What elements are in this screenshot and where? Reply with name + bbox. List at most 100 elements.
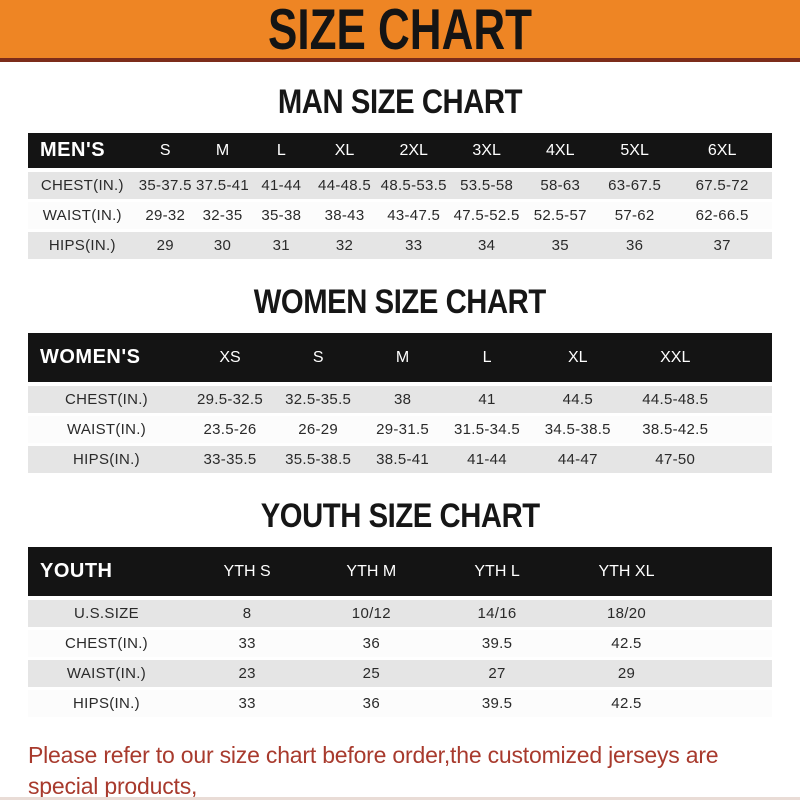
spacer-cell <box>725 384 772 416</box>
table-header-row: WOMEN'S XS S M L XL XXL <box>28 333 772 386</box>
size-value-cell: 32.5-35.5 <box>275 384 362 416</box>
size-value-cell: 27 <box>433 658 561 690</box>
charts-area: MAN SIZE CHART MEN'S S M L XL 2XL 3XL 4XL 5XL 6XL… <box>0 84 800 720</box>
size-value-cell: 36 <box>309 628 434 660</box>
size-column-header: 3XL <box>449 133 524 172</box>
spacer-cell <box>692 628 772 660</box>
size-value-cell: 47.5-52.5 <box>449 200 524 232</box>
size-column-header: YTH XL <box>560 547 693 600</box>
youth-section-heading-text: YOUTH SIZE CHART <box>260 497 540 535</box>
size-value-cell: 30 <box>193 230 252 262</box>
size-value-cell: 58-63 <box>523 170 598 202</box>
size-value-cell: 33-35.5 <box>184 444 275 476</box>
size-value-cell: 33 <box>377 230 450 262</box>
size-column-header: L <box>251 133 312 172</box>
size-column-header: L <box>443 333 531 386</box>
section-women: WOMEN SIZE CHART WOMEN'S XS S M L XL XXL CHEST(… <box>28 284 772 476</box>
size-value-cell: 47-50 <box>625 444 726 476</box>
youth-size-table: YOUTH YTH S YTH M YTH L YTH XL U.S.SIZE 8 10/12… <box>28 547 772 720</box>
table-row: U.S.SIZE 8 10/12 14/16 18/20 <box>28 598 772 630</box>
spacer-cell <box>725 414 772 446</box>
size-column-header: XS <box>184 333 275 386</box>
spacer-cell <box>725 333 772 386</box>
footer-note-line1: Please refer to our size chart before or… <box>28 742 719 800</box>
bottom-edge-divider <box>0 797 800 800</box>
table-row: WAIST(IN.) 23 25 27 29 <box>28 658 772 690</box>
table-row: WAIST(IN.) 23.5-26 26-29 29-31.5 31.5-34.5 34… <box>28 414 772 446</box>
measurement-label-cell: CHEST(IN.) <box>28 384 185 416</box>
size-column-header: 5XL <box>597 133 673 172</box>
spacer-cell <box>725 444 772 476</box>
size-value-cell: 39.5 <box>433 688 561 720</box>
size-value-cell: 29 <box>560 658 693 690</box>
size-value-cell: 53.5-58 <box>449 170 524 202</box>
size-value-cell: 39.5 <box>433 628 561 660</box>
size-value-cell: 34 <box>449 230 524 262</box>
size-column-header: YTH M <box>309 547 434 600</box>
size-column-header: XL <box>311 133 378 172</box>
women-section-heading-text: WOMEN SIZE CHART <box>253 283 546 321</box>
size-value-cell: 29.5-32.5 <box>184 384 275 416</box>
size-column-header: S <box>275 333 362 386</box>
size-value-cell: 35.5-38.5 <box>275 444 362 476</box>
size-value-cell: 42.5 <box>560 628 693 660</box>
size-value-cell: 48.5-53.5 <box>377 170 450 202</box>
size-column-header: M <box>361 333 444 386</box>
size-value-cell: 41-44 <box>443 444 531 476</box>
measurement-label-cell: HIPS(IN.) <box>28 230 137 262</box>
measurement-label-cell: WAIST(IN.) <box>28 200 137 232</box>
size-value-cell: 32 <box>311 230 378 262</box>
size-value-cell: 18/20 <box>560 598 693 630</box>
size-value-cell: 62-66.5 <box>672 200 772 232</box>
size-value-cell: 67.5-72 <box>672 170 772 202</box>
spacer-cell <box>692 598 772 630</box>
table-header-row: MEN'S S M L XL 2XL 3XL 4XL 5XL 6XL <box>28 133 772 172</box>
size-value-cell: 35 <box>523 230 598 262</box>
size-value-cell: 36 <box>597 230 673 262</box>
size-value-cell: 23.5-26 <box>184 414 275 446</box>
size-value-cell: 38.5-41 <box>361 444 444 476</box>
size-value-cell: 14/16 <box>433 598 561 630</box>
spacer-cell <box>692 658 772 690</box>
size-value-cell: 41 <box>443 384 531 416</box>
size-value-cell: 29-32 <box>136 200 194 232</box>
size-value-cell: 41-44 <box>251 170 312 202</box>
size-value-cell: 29-31.5 <box>361 414 444 446</box>
banner: SIZE CHART <box>0 0 800 62</box>
size-value-cell: 38 <box>361 384 444 416</box>
size-value-cell: 44.5 <box>530 384 626 416</box>
women-size-table: WOMEN'S XS S M L XL XXL CHEST(IN.) 29.5-32.5 32.5… <box>28 333 772 476</box>
table-title-cell: YOUTH <box>28 547 185 600</box>
spacer-cell <box>692 547 772 600</box>
table-title-cell: MEN'S <box>28 133 137 172</box>
youth-section-heading: YOUTH SIZE CHART <box>28 498 772 534</box>
size-column-header: 4XL <box>523 133 598 172</box>
size-value-cell: 8 <box>184 598 310 630</box>
measurement-label-cell: WAIST(IN.) <box>28 414 185 446</box>
size-value-cell: 26-29 <box>275 414 362 446</box>
size-column-header: YTH L <box>433 547 561 600</box>
size-value-cell: 44.5-48.5 <box>625 384 726 416</box>
table-row: CHEST(IN.) 33 36 39.5 42.5 <box>28 628 772 660</box>
size-value-cell: 31.5-34.5 <box>443 414 531 446</box>
measurement-label-cell: CHEST(IN.) <box>28 170 137 202</box>
measurement-label-cell: HIPS(IN.) <box>28 444 185 476</box>
size-value-cell: 63-67.5 <box>597 170 673 202</box>
table-title-cell: WOMEN'S <box>28 333 185 386</box>
size-column-header: S <box>136 133 194 172</box>
women-section-heading: WOMEN SIZE CHART <box>28 284 772 320</box>
table-row: HIPS(IN.) 33 36 39.5 42.5 <box>28 688 772 720</box>
size-column-header: 2XL <box>377 133 450 172</box>
men-size-table: MEN'S S M L XL 2XL 3XL 4XL 5XL 6XL CHEST(IN.) 35-37… <box>28 133 772 262</box>
size-value-cell: 25 <box>309 658 434 690</box>
size-column-header: XL <box>530 333 626 386</box>
size-value-cell: 38-43 <box>311 200 378 232</box>
size-value-cell: 43-47.5 <box>377 200 450 232</box>
measurement-label-cell: CHEST(IN.) <box>28 628 185 660</box>
size-column-header: YTH S <box>184 547 310 600</box>
footer-note: Please refer to our size chart before or… <box>0 740 800 800</box>
men-section-heading-text: MAN SIZE CHART <box>277 83 523 121</box>
measurement-label-cell: U.S.SIZE <box>28 598 185 630</box>
table-header-row: YOUTH YTH S YTH M YTH L YTH XL <box>28 547 772 600</box>
